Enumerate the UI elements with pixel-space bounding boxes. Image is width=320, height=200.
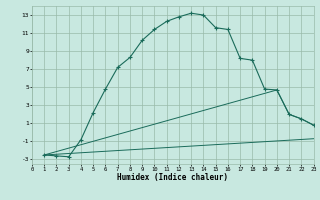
X-axis label: Humidex (Indice chaleur): Humidex (Indice chaleur) <box>117 173 228 182</box>
